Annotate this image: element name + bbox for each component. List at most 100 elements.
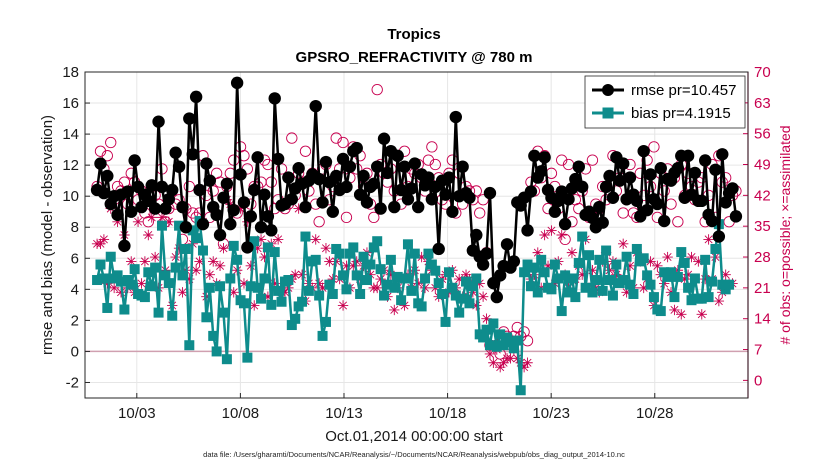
- obs-possible-point: [286, 132, 298, 144]
- rmse-point: [630, 194, 644, 208]
- bias-point: [218, 307, 229, 318]
- bias-point: [423, 248, 434, 259]
- obs-assimilated-point: [262, 291, 274, 302]
- obs-possible-point: [371, 83, 383, 96]
- bias-point: [92, 275, 103, 286]
- rmse-point: [606, 191, 620, 204]
- rmse-point: [412, 200, 425, 214]
- rmse-point: [623, 171, 637, 184]
- obs-possible-point: [299, 145, 312, 157]
- bias-point: [457, 293, 468, 304]
- obs-assimilated-point: [471, 300, 482, 311]
- rmse-point: [292, 162, 305, 175]
- obs-assimilated-point: [272, 234, 284, 245]
- bias-point: [505, 337, 516, 348]
- obs-assimilated-point: [252, 243, 263, 254]
- bias-point: [303, 285, 314, 296]
- rmse-point: [538, 151, 551, 164]
- obs-assimilated-point: [460, 269, 472, 280]
- rmse-point: [251, 151, 264, 164]
- bias-point: [187, 225, 198, 236]
- bias-point: [167, 310, 178, 321]
- legend-box: [584, 75, 746, 129]
- bias-point: [396, 295, 407, 306]
- bias-point: [358, 251, 369, 262]
- obs-assimilated-point: [163, 216, 175, 227]
- rmse-point: [183, 112, 196, 125]
- y-axis-label: rmse and bias (model - observation): [39, 115, 56, 355]
- rmse-point: [726, 182, 739, 195]
- rmse-point: [186, 148, 199, 161]
- bias-point: [348, 242, 359, 253]
- obs-assimilated-point: [194, 256, 205, 267]
- bias-point: [536, 254, 547, 265]
- bias-point: [317, 330, 328, 341]
- rmse-point: [688, 166, 702, 180]
- obs-assimilated-point: [488, 357, 499, 368]
- obs-possible-point: [340, 211, 353, 224]
- y-right-tick-label: 28: [754, 249, 771, 266]
- bias-point: [621, 251, 632, 262]
- obs-assimilated-point: [385, 269, 397, 280]
- obs-assimilated-point: [136, 278, 147, 289]
- bias-point: [488, 318, 499, 329]
- x-tick-label: 10/28: [636, 405, 674, 422]
- obs-assimilated-point: [505, 353, 516, 364]
- bias-point: [495, 329, 506, 340]
- rmse-point: [705, 214, 719, 228]
- bias-point: [478, 332, 489, 343]
- rmse-point: [716, 148, 729, 161]
- rmse-point: [189, 90, 203, 104]
- rmse-point: [558, 217, 572, 231]
- obs-possible-point: [559, 233, 571, 246]
- rmse-point: [179, 221, 193, 234]
- obs-assimilated-point: [587, 265, 598, 276]
- rmse-point: [155, 180, 169, 194]
- obs-assimilated-point: [693, 256, 704, 267]
- bias-point: [631, 243, 642, 254]
- rmse-point: [343, 160, 357, 173]
- rmse-point: [265, 224, 278, 237]
- obs-assimilated-point: [290, 269, 301, 280]
- bias-point: [112, 270, 123, 281]
- rmse-point: [374, 202, 387, 215]
- legend: rmse pr=10.457 bias pr=4.1915: [584, 75, 746, 129]
- bias-point: [648, 292, 659, 303]
- bias-point: [491, 341, 502, 352]
- obs-assimilated-point: [296, 269, 308, 280]
- bias-point: [156, 220, 167, 231]
- bias-point: [105, 251, 116, 262]
- obs-assimilated-point: [679, 273, 690, 285]
- rmse-point: [408, 157, 421, 170]
- bias-point: [372, 236, 383, 247]
- obs-assimilated-point: [546, 225, 557, 236]
- obs-possible-point: [429, 158, 441, 171]
- obs-possible-point: [426, 141, 438, 153]
- bias-point: [467, 281, 478, 292]
- bias-point: [566, 273, 577, 284]
- obs-assimilated-point: [317, 282, 328, 294]
- obs-assimilated-point: [566, 247, 578, 258]
- bias-point: [361, 275, 372, 286]
- bias-point: [577, 231, 588, 242]
- rmse-point: [524, 185, 538, 198]
- rmse-point: [367, 177, 380, 190]
- bias-point: [273, 285, 284, 296]
- bias-point: [454, 307, 465, 318]
- rmse-point: [449, 110, 462, 124]
- rmse-point: [446, 205, 459, 218]
- rmse-point: [575, 180, 589, 194]
- rmse-point: [94, 157, 107, 170]
- bias-point: [98, 273, 109, 284]
- bias-point: [174, 220, 185, 231]
- bias-point: [385, 254, 396, 265]
- bias-point: [676, 247, 687, 258]
- rmse-point: [381, 166, 394, 180]
- rmse-point: [152, 115, 165, 128]
- bias-point: [625, 279, 636, 290]
- bias-point: [191, 233, 202, 244]
- rmse-point: [268, 92, 281, 105]
- bias-point: [139, 292, 150, 303]
- obs-assimilated-point: [532, 247, 543, 258]
- rmse-point: [695, 194, 708, 208]
